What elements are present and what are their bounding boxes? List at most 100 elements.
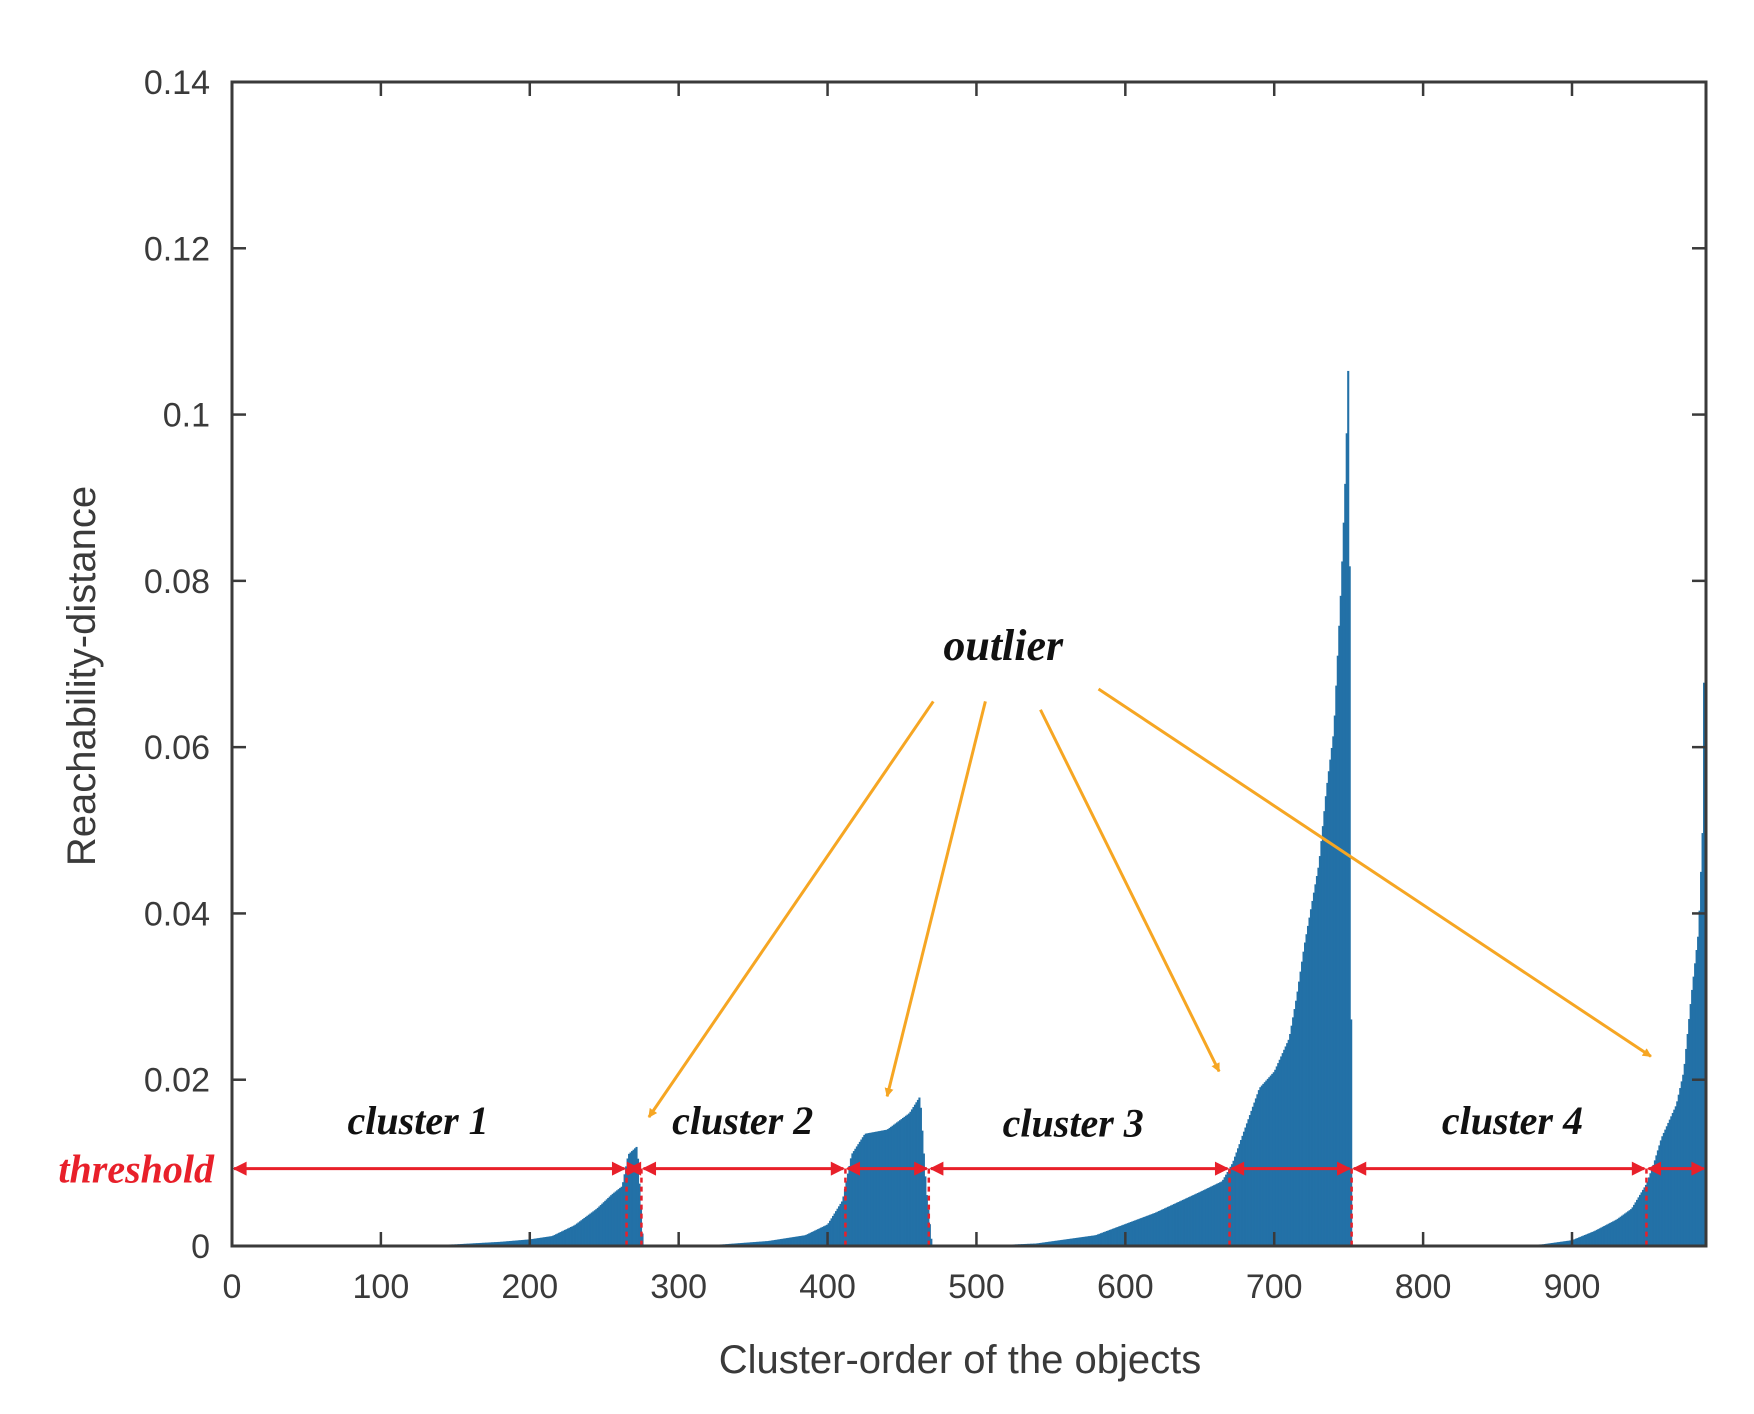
bar: [812, 1231, 815, 1246]
bar: [491, 1242, 494, 1246]
bar: [781, 1238, 784, 1246]
bar: [1670, 1116, 1673, 1246]
bar: [1158, 1211, 1161, 1246]
bar: [1199, 1191, 1202, 1246]
bar: [766, 1241, 769, 1246]
bar: [1327, 771, 1330, 1246]
bar: [543, 1237, 546, 1246]
bar: [785, 1238, 788, 1246]
bar: [519, 1240, 522, 1246]
bar: [778, 1239, 781, 1246]
bar: [784, 1238, 787, 1246]
y-tick-label: 0.1: [163, 397, 210, 435]
bar: [800, 1235, 803, 1246]
bar: [887, 1129, 890, 1246]
bar: [574, 1224, 577, 1246]
bar: [1342, 522, 1345, 1246]
bar: [790, 1237, 793, 1246]
x-tick-label: 700: [1246, 1268, 1303, 1306]
bar: [922, 1153, 925, 1246]
bar: [745, 1242, 748, 1246]
bar: [1120, 1225, 1123, 1246]
bar: [1631, 1207, 1634, 1246]
bar: [805, 1234, 808, 1246]
bar: [520, 1240, 523, 1246]
bar: [832, 1215, 835, 1246]
bar: [1114, 1227, 1117, 1246]
bar: [1068, 1238, 1071, 1246]
bar: [1609, 1222, 1612, 1246]
bar: [1122, 1224, 1125, 1246]
bar: [1318, 856, 1321, 1246]
bar: [1156, 1211, 1159, 1246]
axis-ticks: 0 100 200 300 400 500 600 700 800 900 0 0.02 0.04 0.0…: [144, 64, 1706, 1306]
bar: [1268, 1077, 1271, 1246]
bar: [556, 1233, 559, 1246]
bar: [773, 1239, 777, 1246]
bar: [867, 1133, 870, 1246]
bar: [1689, 1004, 1692, 1246]
bar: [614, 1191, 617, 1246]
bar: [1144, 1216, 1147, 1246]
bar: [1560, 1241, 1563, 1246]
bar: [894, 1123, 897, 1246]
bar: [1551, 1242, 1554, 1246]
bar: [613, 1192, 616, 1246]
bar: [1192, 1195, 1195, 1246]
bar: [1275, 1066, 1278, 1246]
bar: [1174, 1203, 1177, 1246]
bar: [1067, 1239, 1070, 1246]
bar: [1172, 1204, 1176, 1246]
bar: [830, 1218, 833, 1246]
bar: [1098, 1233, 1101, 1246]
bar: [1244, 1127, 1247, 1246]
bar: [919, 1107, 922, 1246]
bar: [1348, 566, 1351, 1246]
bar: [769, 1240, 772, 1246]
bar: [1606, 1224, 1609, 1246]
bar: [1306, 925, 1310, 1246]
bar: [1238, 1144, 1241, 1246]
bar: [622, 1182, 625, 1246]
bar: [1552, 1242, 1555, 1246]
bar: [605, 1199, 608, 1246]
bar: [602, 1202, 605, 1246]
bar: [1231, 1164, 1234, 1246]
plot-frame: [230, 80, 1708, 1248]
bar: [1049, 1241, 1052, 1246]
bar: [514, 1240, 517, 1246]
bar: [1234, 1156, 1237, 1246]
bar: [1283, 1049, 1286, 1246]
bar: [1183, 1199, 1186, 1246]
bar: [492, 1242, 495, 1246]
bar: [818, 1228, 821, 1246]
bar: [1137, 1219, 1140, 1246]
bar: [1304, 942, 1307, 1246]
bar: [1164, 1208, 1167, 1246]
bar: [845, 1181, 848, 1246]
bar: [846, 1173, 849, 1246]
bar: [497, 1241, 500, 1246]
bar: [565, 1229, 568, 1246]
bar: [897, 1121, 900, 1246]
bar: [502, 1241, 506, 1246]
bar: [1140, 1218, 1143, 1246]
bar: [1320, 841, 1323, 1246]
cluster-label: cluster 4: [1442, 1098, 1583, 1143]
bar: [863, 1134, 866, 1246]
bar: [791, 1237, 794, 1246]
outlier-arrow: [1039, 709, 1221, 1073]
bar: [1132, 1220, 1135, 1246]
bar: [1336, 655, 1339, 1246]
outlier-arrow: [884, 701, 987, 1098]
bar: [1225, 1174, 1228, 1246]
bar: [1695, 950, 1698, 1246]
bar: [534, 1238, 537, 1246]
bar: [1688, 1019, 1691, 1246]
y-tick-label: 0.04: [144, 895, 210, 933]
bar: [1047, 1241, 1050, 1246]
x-tick-label: 200: [501, 1268, 558, 1306]
bar: [1314, 884, 1317, 1246]
bar: [504, 1241, 507, 1246]
bar: [1330, 747, 1333, 1246]
